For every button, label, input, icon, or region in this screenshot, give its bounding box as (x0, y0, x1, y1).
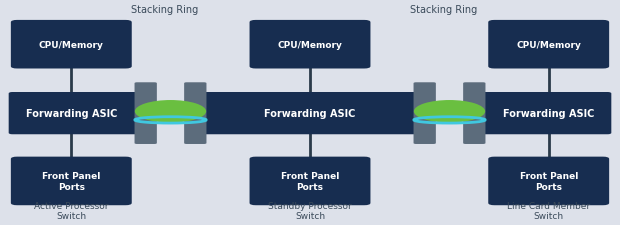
Text: Forwarding ASIC: Forwarding ASIC (25, 109, 117, 119)
FancyBboxPatch shape (135, 83, 157, 144)
Text: CPU/Memory: CPU/Memory (278, 40, 342, 50)
FancyBboxPatch shape (184, 83, 206, 144)
FancyBboxPatch shape (11, 21, 131, 69)
FancyBboxPatch shape (9, 93, 149, 135)
Text: Stacking Ring: Stacking Ring (131, 5, 198, 15)
FancyBboxPatch shape (489, 157, 609, 205)
Text: CPU/Memory: CPU/Memory (516, 40, 581, 50)
Ellipse shape (135, 101, 206, 123)
Ellipse shape (414, 101, 485, 123)
Text: Front Panel
Ports: Front Panel Ports (520, 171, 578, 191)
Text: Stacking Ring: Stacking Ring (410, 5, 477, 15)
Text: Forwarding ASIC: Forwarding ASIC (503, 109, 595, 119)
FancyBboxPatch shape (249, 21, 370, 69)
Text: Front Panel
Ports: Front Panel Ports (281, 171, 339, 191)
Text: Active Processor
Switch: Active Processor Switch (34, 201, 108, 220)
Text: CPU/Memory: CPU/Memory (39, 40, 104, 50)
FancyBboxPatch shape (192, 93, 428, 135)
FancyBboxPatch shape (489, 21, 609, 69)
Text: Front Panel
Ports: Front Panel Ports (42, 171, 100, 191)
FancyBboxPatch shape (463, 83, 485, 144)
FancyBboxPatch shape (249, 157, 370, 205)
FancyBboxPatch shape (11, 157, 131, 205)
Text: Standby Processor
Switch: Standby Processor Switch (268, 201, 352, 220)
Text: Line Card Member
Switch: Line Card Member Switch (507, 201, 590, 220)
FancyBboxPatch shape (471, 93, 611, 135)
FancyBboxPatch shape (414, 83, 436, 144)
Text: Forwarding ASIC: Forwarding ASIC (264, 109, 356, 119)
